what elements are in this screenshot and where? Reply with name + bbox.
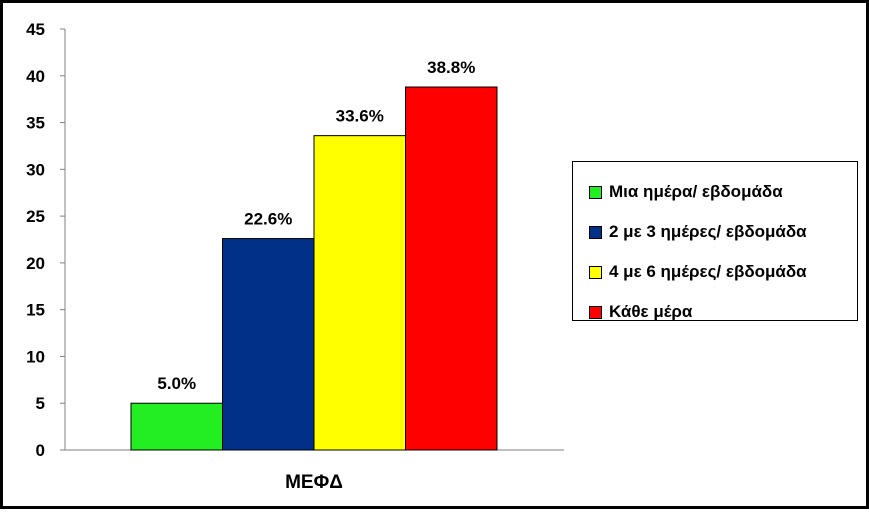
y-tick-label: 5 <box>36 394 45 413</box>
legend: Μια ημέρα/ εβδομάδα 2 με 3 ημέρες/ εβδομ… <box>572 161 858 321</box>
legend-item: Μια ημέρα/ εβδομάδα <box>589 172 857 212</box>
data-label: 22.6% <box>244 210 292 229</box>
legend-swatch <box>589 185 602 199</box>
data-label: 33.6% <box>336 107 384 126</box>
legend-item: Κάθε μέρα <box>589 292 857 332</box>
legend-label: Μια ημέρα/ εβδομάδα <box>609 182 783 201</box>
y-tick-label: 40 <box>26 67 45 86</box>
legend-label: 2 με 3 ημέρες/ εβδομάδα <box>609 222 807 241</box>
data-labels: 5.0% 22.6% 33.6% 38.8% <box>157 58 475 393</box>
data-label: 5.0% <box>157 374 196 393</box>
y-tick-label: 35 <box>26 114 45 133</box>
y-tick-label: 25 <box>26 207 45 226</box>
legend-item: 2 με 3 ημέρες/ εβδομάδα <box>589 212 857 252</box>
bars <box>130 86 498 451</box>
bar-chart: 0 5 10 15 20 25 30 35 40 45 5.0% 22.6% 33.6% 38.8% Μ… <box>26 20 564 493</box>
bar <box>405 86 498 451</box>
legend-swatch <box>589 305 602 319</box>
legend-item: 4 με 6 ημέρες/ εβδομάδα <box>589 252 857 292</box>
bar <box>130 402 223 451</box>
legend-label: Κάθε μέρα <box>609 302 693 321</box>
y-tick-label: 15 <box>26 301 45 320</box>
legend-swatch <box>589 225 602 239</box>
legend-swatch <box>589 265 602 279</box>
bar <box>222 238 315 451</box>
y-tick-label: 30 <box>26 160 45 179</box>
y-tick-label: 20 <box>26 254 45 273</box>
data-label: 38.8% <box>427 58 475 77</box>
legend-label: 4 με 6 ημέρες/ εβδομάδα <box>609 262 807 281</box>
y-axis-ticks: 0 5 10 15 20 25 30 35 40 45 <box>26 20 65 460</box>
y-tick-label: 0 <box>36 441 45 460</box>
y-tick-label: 45 <box>26 20 45 39</box>
bar <box>313 135 406 451</box>
x-category-label: ΜΕΦΔ <box>285 472 343 493</box>
y-tick-label: 10 <box>26 347 45 366</box>
